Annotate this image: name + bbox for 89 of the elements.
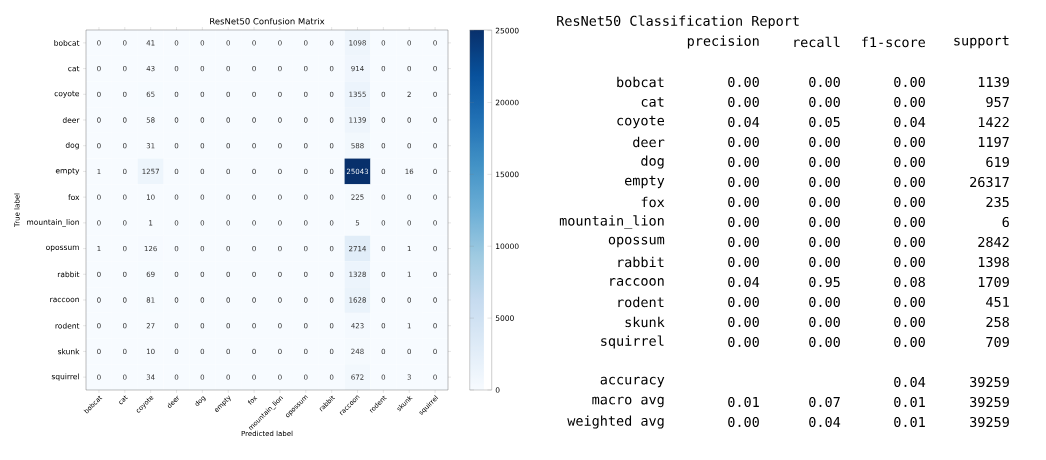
data-label: 0.00	[809, 236, 840, 248]
category-label: macro avg	[592, 396, 664, 408]
data-label: 0.00	[894, 96, 925, 108]
data-label: 0.00	[728, 216, 759, 228]
data-label: 0.00	[728, 196, 759, 208]
data-label: 258	[986, 316, 1009, 328]
data-label: 0.00	[728, 176, 759, 188]
data-label: 0.00	[894, 196, 925, 208]
data-label: 0.07	[809, 396, 840, 408]
data-label: 0.00	[728, 416, 759, 428]
data-label: 0.00	[809, 196, 840, 208]
data-label: 0.00	[809, 76, 840, 88]
data-label: 1709	[978, 276, 1009, 288]
category-label: deer	[633, 136, 665, 148]
category-label: squirrel	[601, 335, 664, 349]
data-label: 39259	[970, 376, 1009, 388]
category-label: fox	[641, 196, 665, 208]
data-label: 0.00	[894, 136, 925, 148]
data-label: 0.04	[728, 116, 760, 128]
category-label: skunk	[625, 316, 665, 328]
chart-title: ResNet50 Confusion Matrix	[210, 17, 325, 25]
data-label: 0.00	[894, 316, 925, 328]
data-label: 0.00	[809, 216, 840, 228]
category-label: bobcat	[617, 76, 664, 88]
data-label: 0.00	[728, 156, 759, 168]
data-label: 0.01	[728, 396, 759, 408]
data-label: 0.00	[894, 216, 925, 228]
data-label: 235	[986, 196, 1009, 208]
data-label: 39259	[970, 396, 1009, 408]
text: precision	[687, 35, 759, 49]
data-label: 1422	[978, 116, 1009, 127]
category-label: rabbit	[618, 256, 664, 268]
data-label: 0.00	[894, 236, 925, 248]
data-label: 0.04	[728, 276, 760, 288]
data-label: 0.01	[894, 416, 925, 428]
category-label: cat	[641, 97, 664, 107]
data-label: 0.00	[894, 76, 925, 88]
data-label: 0.00	[728, 316, 759, 328]
data-label: 451	[986, 296, 1009, 307]
category-label: dog	[641, 155, 664, 169]
data-label: 0.00	[894, 156, 925, 168]
data-label: 0.00	[894, 336, 925, 348]
data-label: 1398	[978, 256, 1009, 268]
data-label: 0.00	[728, 76, 759, 88]
data-label: 39259	[970, 416, 1009, 428]
category-label: mountain_lion	[559, 215, 664, 229]
category-label: raccoon	[610, 278, 664, 286]
category-label: empty	[624, 175, 665, 189]
category-label: opossum	[608, 236, 665, 248]
data-label: 0.00	[809, 136, 840, 148]
data-label: 0.04	[894, 376, 926, 388]
data-label: 1139	[978, 76, 1009, 88]
data-label: 0.00	[728, 136, 759, 148]
text: support	[954, 35, 1009, 49]
data-label: 0.00	[809, 176, 840, 188]
data-label: 0.00	[894, 296, 925, 308]
category-label: rodent	[618, 296, 664, 308]
data-label: 0.04	[809, 416, 841, 428]
data-label: 0.04	[894, 116, 926, 128]
data-label: 1197	[978, 136, 1009, 148]
data-label: 0.05	[809, 116, 840, 128]
data-label: 0.00	[809, 336, 840, 348]
data-label: 0.00	[894, 256, 925, 268]
category-label: accuracy	[600, 376, 665, 388]
data-label: 0.00	[728, 296, 759, 308]
data-label: 0.00	[728, 336, 759, 348]
text: f1-score	[862, 36, 925, 48]
data-label: 6	[1002, 216, 1009, 228]
data-label: 0.00	[809, 96, 840, 108]
data-label: 0.00	[809, 156, 840, 168]
category-label: coyote	[617, 115, 664, 129]
data-label: 0.00	[728, 96, 759, 108]
text: ResNet50 Classification Report	[557, 15, 799, 29]
data-label: 26317	[970, 176, 1009, 188]
data-label: 619	[986, 156, 1009, 168]
data-label: 0.00	[809, 256, 840, 268]
data-label: 0.00	[728, 236, 759, 248]
data-label: 0.00	[894, 176, 925, 188]
data-label: 2842	[978, 236, 1009, 248]
data-label: 0.00	[728, 256, 759, 268]
data-label: 0.01	[894, 396, 925, 408]
data-label: 0.95	[809, 276, 840, 288]
data-label: 957	[986, 96, 1009, 108]
data-label: 0.00	[809, 316, 840, 328]
text: recall	[794, 36, 840, 48]
data-label: 709	[986, 336, 1009, 348]
data-label: 0.00	[809, 296, 840, 308]
data-label: 0.08	[894, 276, 925, 288]
category-label: weighted avg	[567, 415, 664, 429]
